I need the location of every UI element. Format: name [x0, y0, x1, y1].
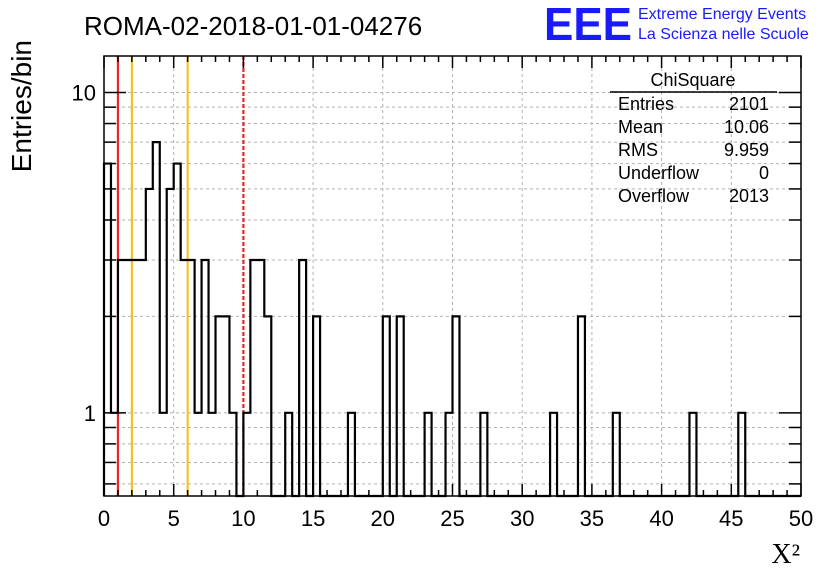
stats-row-label: Underflow: [618, 163, 700, 183]
x-tick-label: 40: [649, 506, 673, 531]
stats-row-label: RMS: [618, 140, 658, 160]
x-axis-label: X²: [771, 539, 800, 570]
eee-logo: EEE Extreme Energy Events La Scienza nel…: [544, 0, 809, 50]
stats-box: ChiSquare Entries 2101 Mean 10.06 RMS 9.959 Un…: [610, 70, 777, 206]
x-tick-label: 0: [98, 506, 110, 531]
x-axis-ticks: 0 5 10 15 20 25 30 35 40 45 50: [98, 56, 813, 531]
x-tick-label: 30: [510, 506, 534, 531]
chart-title: ROMA-02-2018-01-01-04276: [84, 11, 422, 41]
stats-row-value: 2013: [729, 186, 769, 206]
logo-mark: EEE: [544, 0, 632, 50]
y-tick-label: 1: [84, 401, 96, 426]
stats-row-value: 9.959: [724, 140, 769, 160]
y-axis-ticks: 1 10: [72, 80, 801, 485]
y-tick-label: 10: [72, 80, 96, 105]
stats-title: ChiSquare: [650, 70, 735, 90]
x-tick-label: 50: [789, 506, 813, 531]
logo-line1: Extreme Energy Events: [638, 6, 806, 23]
x-tick-label: 10: [231, 506, 255, 531]
stats-row-label: Overflow: [618, 186, 690, 206]
x-tick-label: 25: [440, 506, 464, 531]
grid-lines: [104, 56, 801, 496]
x-tick-label: 5: [168, 506, 180, 531]
logo-line2: La Scienza nelle Scuole: [638, 26, 809, 43]
x-tick-label: 20: [371, 506, 395, 531]
x-tick-label: 45: [719, 506, 743, 531]
stats-row-value: 10.06: [724, 117, 769, 137]
x-tick-label: 15: [301, 506, 325, 531]
stats-row-label: Entries: [618, 94, 674, 114]
stats-row-value: 2101: [729, 94, 769, 114]
reference-lines: [116, 56, 245, 496]
stats-row-value: 0: [759, 163, 769, 183]
x-tick-label: 35: [580, 506, 604, 531]
y-axis-label: Entries/bin: [6, 40, 37, 172]
stats-row-label: Mean: [618, 117, 663, 137]
